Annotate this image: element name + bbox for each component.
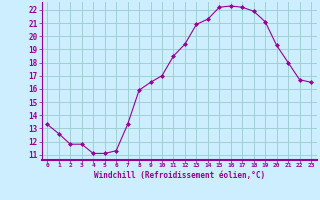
X-axis label: Windchill (Refroidissement éolien,°C): Windchill (Refroidissement éolien,°C): [94, 171, 265, 180]
